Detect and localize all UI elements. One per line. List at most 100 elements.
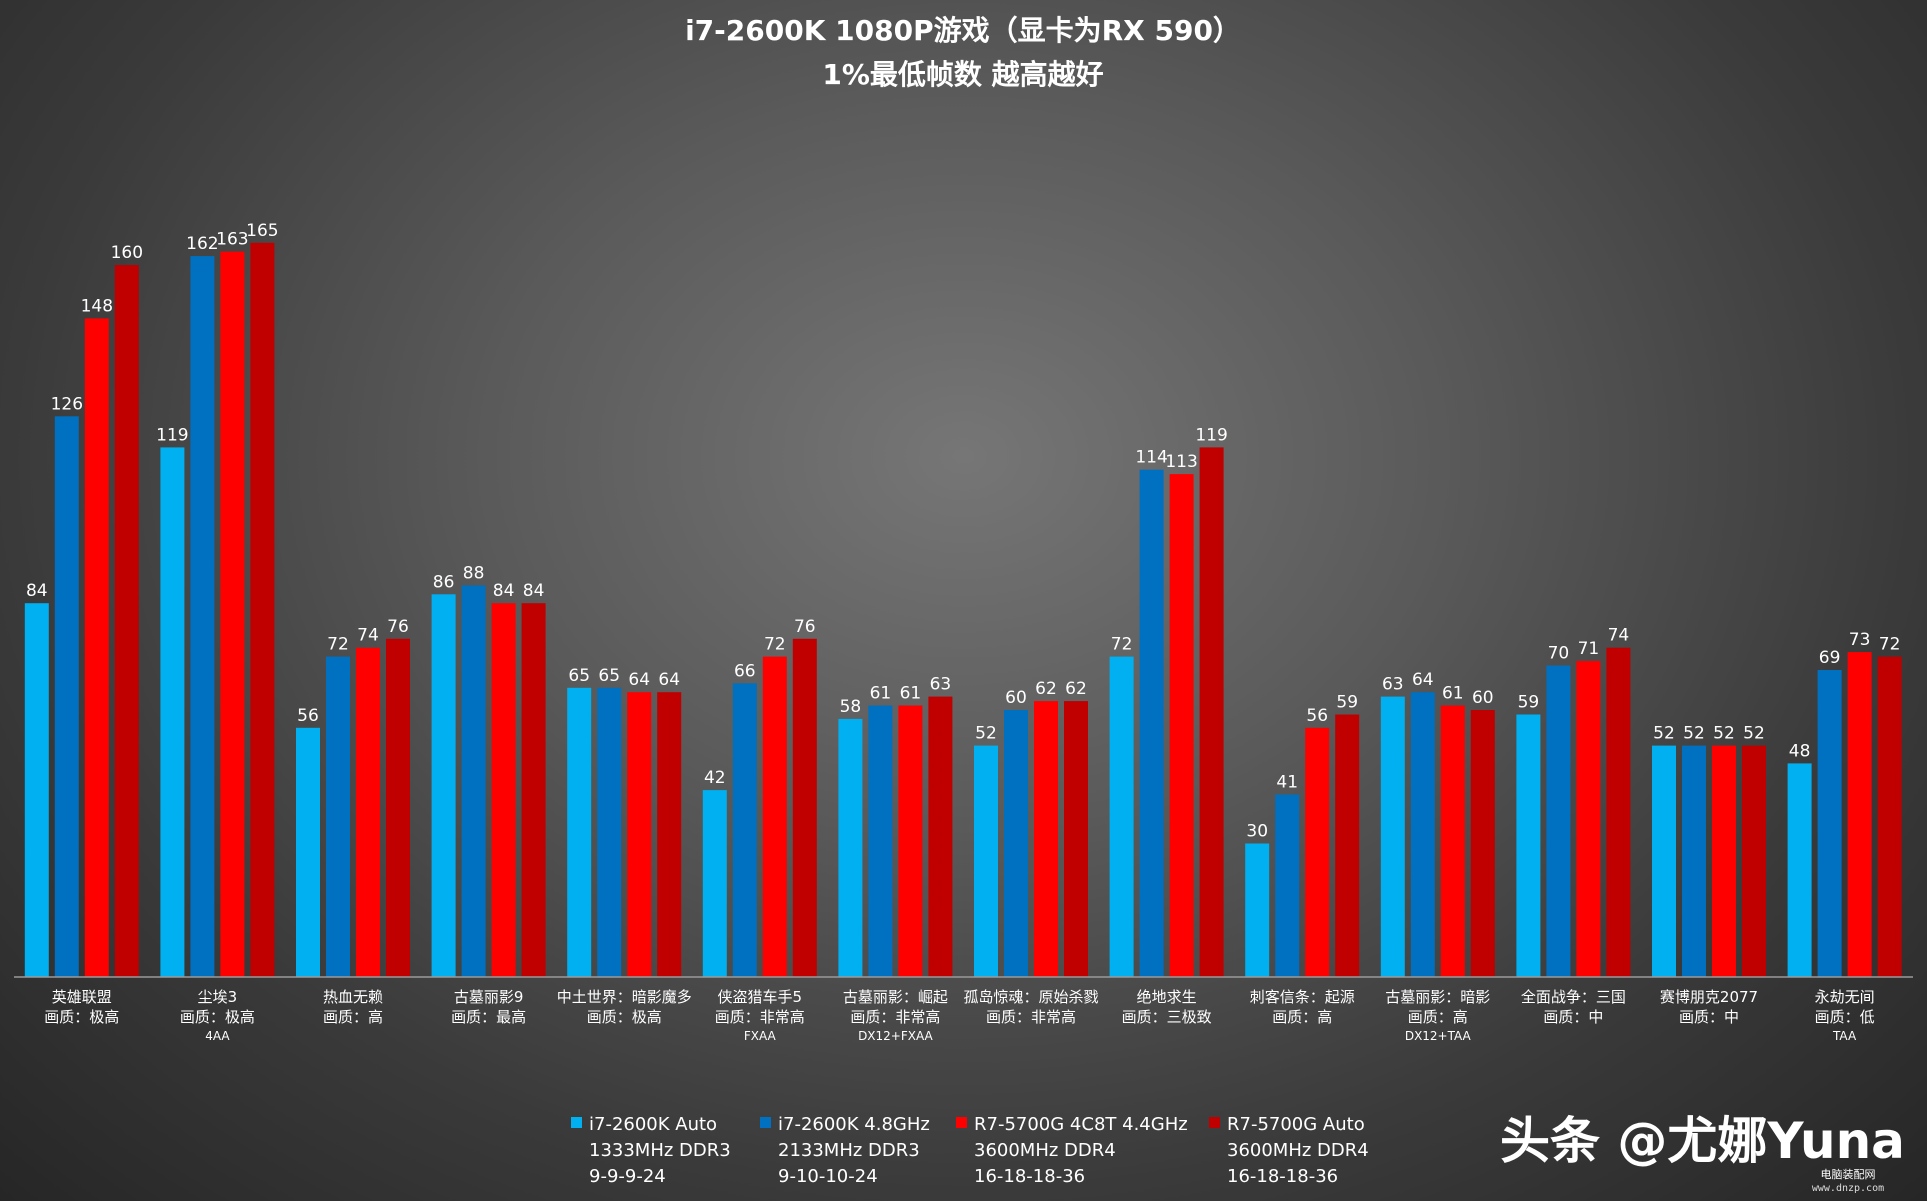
category-label-c5-l1: 中土世界：暗影魔多: [557, 988, 692, 1006]
legend-label-2-l2: 2133MHz DDR3: [778, 1140, 920, 1161]
category-label-c8-l1: 孤岛惊魂：原始杀戮: [963, 988, 1098, 1006]
bar-s3-c2: [220, 251, 245, 978]
value-label-s1-c6: 42: [704, 768, 726, 788]
category-label-c9-l2: 画质：三极致: [1122, 1008, 1212, 1026]
value-label-s2-c5: 65: [598, 666, 620, 686]
bar-s4-c11: [1470, 710, 1495, 977]
value-label-s4-c9: 119: [1195, 425, 1227, 445]
value-label-s3-c2: 163: [216, 230, 248, 250]
bar-s3-c4: [491, 603, 516, 977]
bar-s1-c6: [702, 790, 727, 977]
category-label-c7-l3: DX12+FXAA: [858, 1029, 933, 1043]
value-label-s2-c8: 60: [1005, 688, 1027, 708]
bar-s1-c10: [1245, 843, 1270, 977]
bar-s1-c7: [838, 718, 863, 977]
bar-s2-c12: [1546, 665, 1571, 977]
value-label-s3-c7: 61: [900, 684, 922, 704]
category-label-c6-l2: 画质：非常高: [715, 1008, 805, 1026]
bar-s2-c7: [868, 705, 893, 977]
bar-s3-c8: [1034, 701, 1058, 977]
category-label-c3-l2: 画质：高: [323, 1008, 383, 1026]
bar-s3-c12: [1576, 661, 1601, 977]
legend-label-4-l3: 16-18-18-36: [1227, 1166, 1338, 1187]
bar-s1-c3: [296, 727, 320, 977]
category-label-c14-l3: TAA: [1832, 1029, 1857, 1043]
value-label-s3-c8: 62: [1035, 679, 1057, 699]
legend-label-4-l1: R7-5700G Auto: [1227, 1114, 1365, 1135]
bar-s4-c5: [657, 692, 682, 977]
category-label-c2-l1: 尘埃3: [198, 988, 238, 1006]
value-label-s4-c4: 84: [523, 581, 545, 601]
value-label-s2-c2: 162: [186, 234, 218, 254]
category-label-c10-l2: 画质：高: [1272, 1008, 1332, 1026]
bar-s1-c13: [1652, 745, 1676, 977]
value-label-s4-c1: 160: [111, 243, 143, 263]
value-label-s4-c14: 72: [1879, 635, 1901, 655]
bar-s3-c14: [1847, 652, 1872, 977]
bar-s4-c7: [928, 696, 953, 977]
value-label-s2-c7: 61: [870, 684, 892, 704]
value-label-s4-c11: 60: [1472, 688, 1494, 708]
legend-label-4-l2: 3600MHz DDR4: [1227, 1140, 1369, 1161]
value-label-s3-c3: 74: [357, 626, 379, 646]
watermark-site-url: www.dnzp.com: [1812, 1183, 1884, 1194]
value-label-s3-c5: 64: [628, 670, 650, 690]
value-label-s1-c2: 119: [156, 425, 188, 445]
bar-s2-c9: [1139, 469, 1164, 977]
value-label-s2-c3: 72: [327, 635, 349, 655]
category-label-c13-l1: 赛博朋克2077: [1660, 988, 1758, 1006]
category-label-c3-l1: 热血无赖: [323, 988, 383, 1006]
value-label-s1-c10: 30: [1246, 822, 1268, 842]
bar-s3-c11: [1440, 705, 1465, 977]
value-label-s3-c9: 113: [1165, 452, 1197, 472]
value-label-s3-c14: 73: [1849, 630, 1871, 650]
bar-s2-c8: [1004, 710, 1028, 977]
value-label-s2-c6: 66: [734, 661, 756, 681]
category-label-c6-l1: 侠盗猎车手5: [718, 988, 803, 1006]
category-label-c6-l3: FXAA: [744, 1029, 777, 1043]
category-label-c9-l1: 绝地求生: [1137, 988, 1197, 1006]
bar-s2-c6: [732, 683, 757, 977]
legend: i7-2600K Auto 1333MHz DDR3 9-9-9-24 i7-2600…: [571, 1114, 1369, 1187]
watermark-site-name: 电脑装配网: [1821, 1168, 1876, 1181]
bar-s4-c10: [1335, 714, 1360, 978]
bar-s1-c5: [567, 687, 592, 978]
category-label-c1-l2: 画质：极高: [44, 1008, 119, 1026]
value-label-s1-c7: 58: [840, 697, 862, 717]
value-label-s3-c12: 71: [1578, 639, 1600, 659]
bar-s1-c9: [1109, 656, 1134, 977]
category-label-c13-l2: 画质：中: [1679, 1008, 1739, 1026]
legend-label-3-l1: R7-5700G 4C8T 4.4GHz: [974, 1114, 1188, 1135]
bar-s4-c2: [250, 242, 275, 978]
value-label-s3-c1: 148: [81, 296, 113, 316]
bar-s1-c12: [1516, 714, 1541, 978]
value-label-s4-c10: 59: [1336, 693, 1358, 713]
bar-s4-c14: [1877, 656, 1902, 977]
bar-s1-c1: [24, 603, 49, 977]
bar-s2-c10: [1275, 794, 1300, 977]
value-label-s2-c9: 114: [1135, 448, 1167, 468]
value-label-s1-c9: 72: [1111, 635, 1133, 655]
value-label-s4-c2: 165: [246, 221, 278, 241]
chart-subtitle: 1%最低帧数 越高越好: [822, 58, 1103, 91]
category-label-c4-l2: 画质：最高: [451, 1008, 526, 1026]
value-label-s1-c3: 56: [297, 706, 319, 726]
legend-label-2-l3: 9-10-10-24: [778, 1166, 878, 1187]
bar-s4-c8: [1064, 701, 1088, 977]
bar-s2-c2: [190, 256, 215, 978]
bar-s3-c1: [84, 318, 109, 977]
bar-s2-c4: [461, 585, 486, 977]
bar-s3-c3: [356, 647, 380, 977]
bar-s4-c4: [521, 603, 546, 977]
category-label-c1-l1: 英雄联盟: [52, 988, 112, 1006]
value-label-s1-c12: 59: [1518, 693, 1540, 713]
legend-label-3-l3: 16-18-18-36: [974, 1166, 1085, 1187]
value-label-s1-c1: 84: [26, 581, 48, 601]
legend-label-1-l1: i7-2600K Auto: [589, 1114, 717, 1135]
value-label-s4-c7: 63: [930, 675, 952, 695]
bar-s2-c11: [1410, 692, 1435, 977]
bar-s1-c14: [1787, 763, 1812, 977]
bar-s3-c7: [898, 705, 923, 977]
